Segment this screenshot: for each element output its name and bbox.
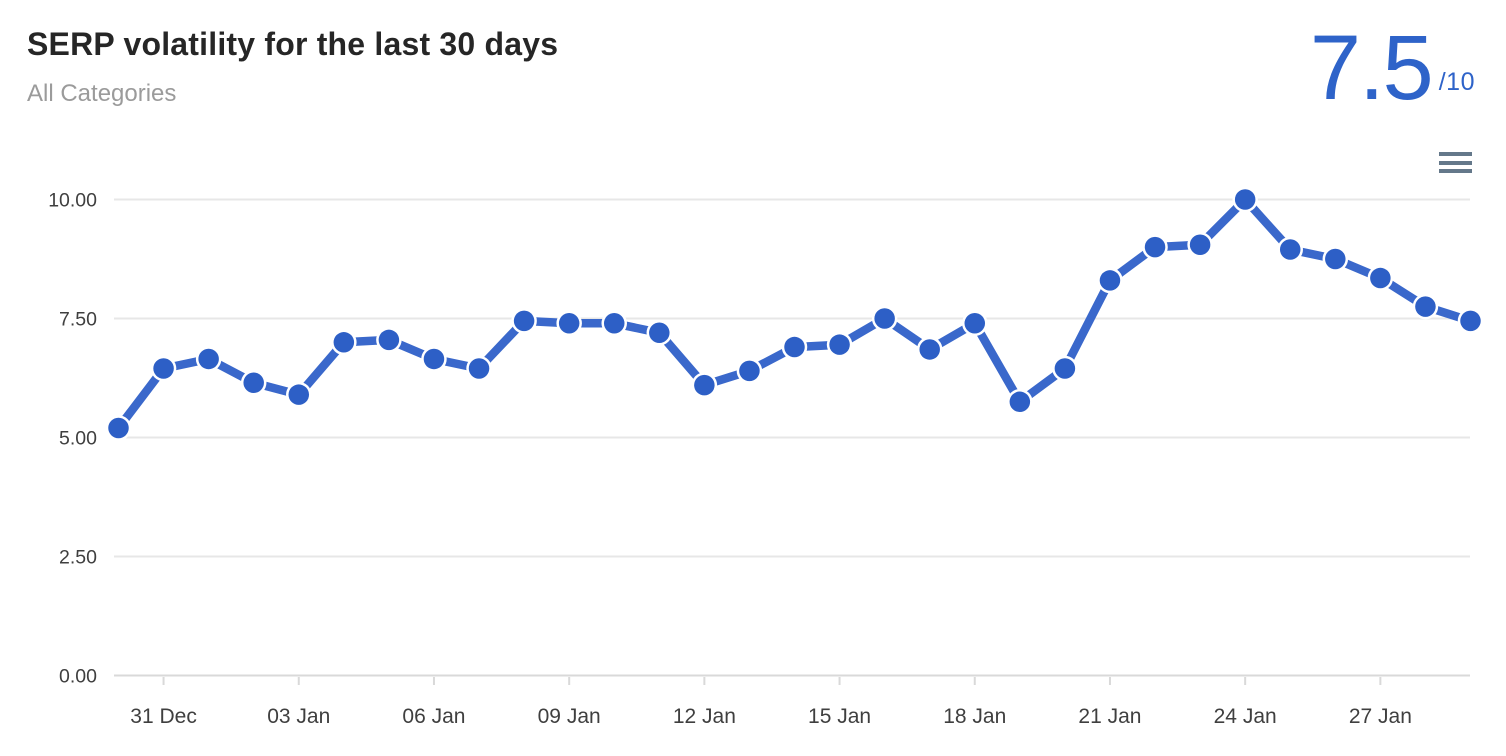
data-point[interactable] (1189, 234, 1211, 255)
data-point[interactable] (513, 310, 535, 332)
x-axis-label: 18 Jan (943, 705, 1006, 728)
x-axis-label: 06 Jan (402, 705, 465, 728)
data-point[interactable] (558, 313, 580, 334)
data-point[interactable] (288, 384, 310, 405)
data-point[interactable] (468, 358, 490, 379)
data-point[interactable] (153, 358, 174, 379)
data-point[interactable] (1279, 239, 1301, 260)
data-point[interactable] (1144, 236, 1166, 258)
y-axis-label: 5.00 (59, 428, 97, 450)
data-point[interactable] (243, 372, 264, 394)
data-point[interactable] (1099, 270, 1121, 291)
data-point[interactable] (378, 329, 400, 351)
data-point[interactable] (198, 348, 219, 370)
data-point[interactable] (1370, 267, 1391, 289)
data-point[interactable] (1415, 296, 1436, 317)
category-filter-label: All Categories (27, 80, 177, 107)
data-point[interactable] (108, 417, 129, 439)
data-point[interactable] (694, 374, 715, 396)
data-point[interactable] (1325, 248, 1346, 270)
data-point[interactable] (1009, 391, 1031, 413)
data-point[interactable] (603, 313, 625, 334)
y-axis-label: 7.50 (59, 309, 97, 331)
score-value: 7.5 (1309, 17, 1434, 119)
x-axis-label: 31 Dec (130, 705, 197, 728)
x-axis-label: 21 Jan (1078, 705, 1141, 728)
x-axis-label: 24 Jan (1214, 705, 1277, 728)
data-point[interactable] (784, 336, 805, 358)
data-point[interactable] (874, 308, 895, 329)
data-point[interactable] (829, 334, 850, 355)
x-axis-label: 12 Jan (673, 705, 736, 728)
chart-menu-button[interactable] (1439, 150, 1472, 175)
data-point[interactable] (1460, 310, 1481, 332)
data-point[interactable] (333, 332, 355, 353)
x-axis-label: 09 Jan (538, 705, 601, 728)
data-point[interactable] (919, 339, 940, 360)
data-point[interactable] (649, 322, 670, 344)
y-axis-label: 2.50 (59, 547, 97, 569)
x-axis-label: 03 Jan (267, 705, 330, 728)
data-point[interactable] (1054, 358, 1076, 379)
data-point[interactable] (423, 348, 445, 370)
score-suffix: /10 (1438, 68, 1475, 96)
y-axis-label: 0.00 (59, 666, 97, 688)
data-point[interactable] (964, 313, 986, 334)
hamburger-menu-icon (1439, 152, 1472, 173)
data-point[interactable] (1234, 189, 1256, 210)
page-title: SERP volatility for the last 30 days (27, 26, 559, 62)
y-axis-label: 10.00 (48, 190, 97, 212)
series-line (114, 195, 1475, 433)
data-point[interactable] (739, 360, 760, 382)
x-axis-label: 27 Jan (1349, 705, 1412, 728)
x-axis-label: 15 Jan (808, 705, 871, 728)
volatility-score: 7.5 /10 (1310, 22, 1475, 114)
